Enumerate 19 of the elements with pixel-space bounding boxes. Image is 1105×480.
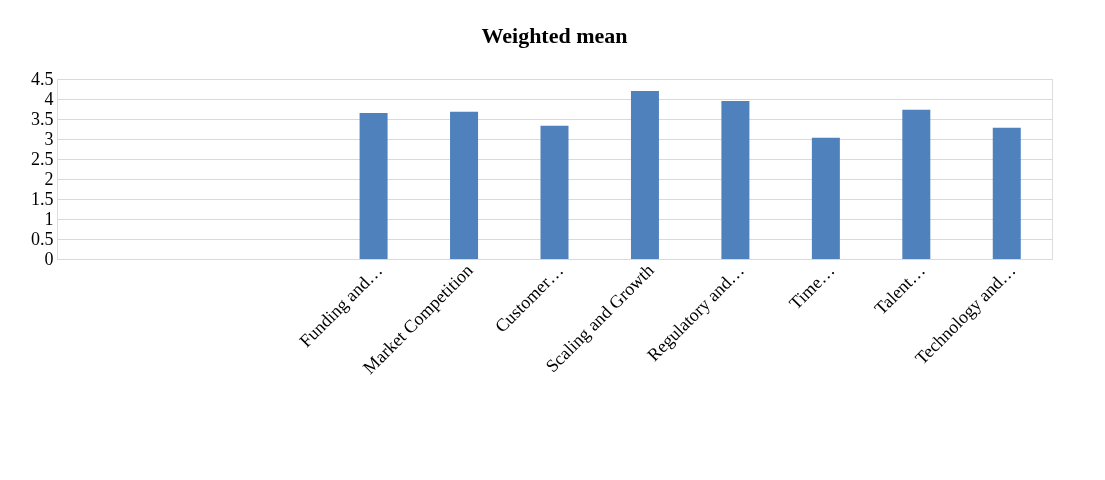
y-tick-label: 3	[44, 128, 54, 149]
bar	[540, 125, 569, 259]
bar	[811, 137, 840, 259]
bar	[902, 109, 931, 259]
y-tick-label: 3.5	[31, 108, 54, 129]
y-tick-label: 2	[44, 168, 54, 189]
y-tick-label: 0.5	[31, 228, 54, 249]
y-tick-label: 2.5	[31, 148, 54, 169]
y-tick-label: 0	[44, 248, 54, 269]
y-tick-label: 4	[44, 88, 54, 109]
bar	[359, 113, 388, 259]
y-tick-label: 4.5	[31, 68, 54, 89]
bar	[992, 127, 1021, 259]
y-tick-label: 1	[44, 208, 54, 229]
y-tick-label: 1.5	[31, 188, 54, 209]
bar	[630, 91, 659, 259]
bar	[721, 101, 750, 259]
bar	[450, 111, 479, 259]
chart-title: Weighted mean	[481, 23, 628, 48]
